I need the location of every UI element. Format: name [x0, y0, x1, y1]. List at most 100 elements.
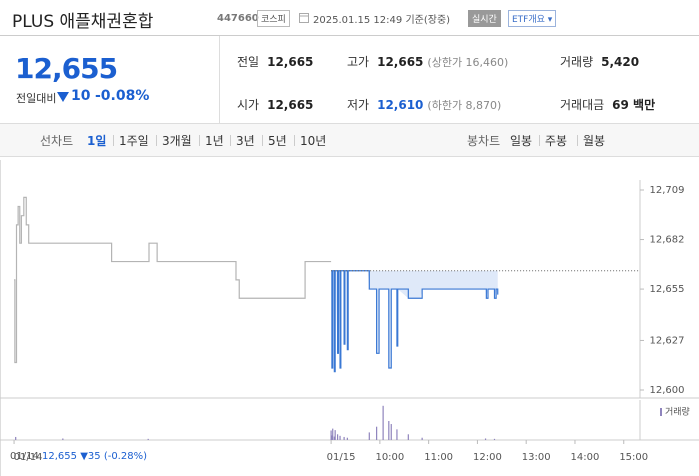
tab-group-label: 봉차트 [467, 134, 501, 148]
volume-bar [346, 437, 348, 440]
stat-note: (하한가 8,870) [427, 99, 502, 112]
volume-bar [368, 432, 370, 440]
price-line [331, 270, 499, 373]
tab-separator [539, 135, 540, 146]
tab-separator [113, 135, 114, 146]
period-tab[interactable]: 1주일 [119, 134, 149, 148]
volume-bar [376, 426, 378, 440]
volume-bar [331, 435, 333, 440]
volume-bar [382, 405, 384, 440]
change-rate: -0.08% [95, 88, 150, 104]
period-tab[interactable]: 3개월 [162, 134, 192, 148]
volume-bar [147, 438, 149, 440]
tab-separator [294, 135, 295, 146]
divider [0, 35, 699, 36]
change: 10 [71, 88, 91, 104]
stat-value: 5,420 [601, 55, 640, 69]
candle-tab[interactable]: 월봉 [583, 134, 606, 148]
stat-note: (상한가 16,460) [427, 56, 509, 69]
period-tab[interactable]: 1년 [205, 134, 224, 148]
volume-bar [390, 424, 392, 440]
period-tab[interactable]: 1일 [87, 134, 107, 148]
volume-bar [388, 421, 390, 440]
stat-label: 저가 [347, 98, 370, 112]
volume-bar [337, 434, 339, 440]
volume-bar [62, 438, 64, 440]
volume-bar [407, 434, 409, 440]
volume-bar [339, 435, 341, 440]
tab-separator [262, 135, 263, 146]
stat: 거래대금 69 백만 [560, 94, 655, 113]
volume-legend-swatch [660, 408, 662, 416]
info-rate: (-0.28%) [103, 451, 147, 462]
stat: 저가 12,610 (하한가 8,870) [347, 94, 501, 113]
stat-value: 12,665 [377, 55, 424, 69]
stat-value: 69 백만 [612, 98, 656, 112]
volume-bar [15, 436, 17, 440]
change-label: 전일대비 [16, 92, 57, 105]
period-tab[interactable]: 5년 [268, 134, 287, 148]
etf-menu[interactable]: ETF개요 ▾ [508, 10, 557, 27]
y-tick-label: 12,600 [650, 385, 685, 396]
status: 기준(장중) [405, 15, 451, 26]
stat-value: 12,665 [267, 98, 314, 112]
volume-legend: 거래량 [665, 406, 690, 418]
volume-bar [493, 438, 496, 440]
tab-group-label: 선차트 [40, 134, 74, 148]
stat-label: 시가 [237, 98, 260, 112]
y-tick-label: 12,682 [650, 235, 685, 246]
stat-value: 12,610 [377, 98, 424, 112]
time: 2025.01.15 12:49 [313, 15, 403, 26]
stat: 고가 12,665 (상한가 16,460) [347, 51, 508, 70]
divider [219, 36, 220, 123]
stat: 거래량 5,420 [560, 51, 639, 70]
tab-separator [577, 135, 578, 146]
code: 447660 [217, 13, 259, 24]
candle-tab[interactable]: 주봉 [545, 134, 568, 148]
volume-bar [484, 438, 487, 440]
stat-label: 거래량 [560, 55, 594, 69]
volume-bar [343, 436, 345, 440]
x-tick-label: 01/14 [14, 452, 43, 463]
title: PLUS 애플채권혼합 [12, 12, 154, 32]
x-tick-label: 13:00 [522, 452, 551, 463]
market-badge: 코스피 [257, 10, 290, 27]
stat-value: 12,665 [267, 55, 314, 69]
stat-label: 거래대금 [560, 98, 605, 112]
volume-bar [421, 437, 423, 440]
down-arrow [57, 92, 69, 102]
period-tab[interactable]: 3년 [236, 134, 255, 148]
x-tick-label: 15:00 [619, 452, 648, 463]
x-tick-label: 10:00 [375, 452, 404, 463]
volume-bar [396, 429, 398, 440]
candle-tab[interactable]: 일봉 [510, 134, 533, 148]
y-tick-label: 12,709 [650, 185, 685, 196]
stat-label: 전일 [237, 55, 260, 69]
area-fill [331, 270, 498, 372]
period-tab[interactable]: 10년 [300, 134, 327, 148]
stat: 전일 12,665 [237, 51, 313, 70]
volume-bar [334, 430, 336, 440]
chart: 12,600 12,627 12,655 12,682 12,709 01/14 01/15… [0, 160, 699, 476]
menu-text: ETF개요 [512, 15, 545, 25]
tab-separator [230, 135, 231, 146]
info-date: 01/14 [10, 451, 39, 462]
x-tick-label: 12:00 [473, 452, 502, 463]
price-line [14, 196, 332, 364]
x-tick-label: 11:00 [424, 452, 453, 463]
x-tick-label: 14:00 [571, 452, 600, 463]
info-price: 12,655 [42, 451, 78, 462]
tab-bar: 선차트 1일 1주일 3개월 1년 3년 5년 10년 봉차트 일봉 주봉 월봉 [0, 123, 699, 157]
realtime-badge[interactable]: 실시간 [468, 10, 501, 27]
tab-separator [156, 135, 157, 146]
x-tick-label: 01/15 [327, 452, 356, 463]
timestamp: 2025.01.15 12:49 기준(장중) [313, 11, 450, 26]
volume-bar [332, 428, 334, 440]
stat-label: 고가 [347, 55, 370, 69]
y-tick-label: 12,655 [650, 284, 685, 295]
volume-bar [330, 430, 332, 440]
volume-bar [333, 436, 335, 440]
calendar-icon [299, 13, 309, 23]
y-tick-label: 12,627 [650, 335, 685, 346]
